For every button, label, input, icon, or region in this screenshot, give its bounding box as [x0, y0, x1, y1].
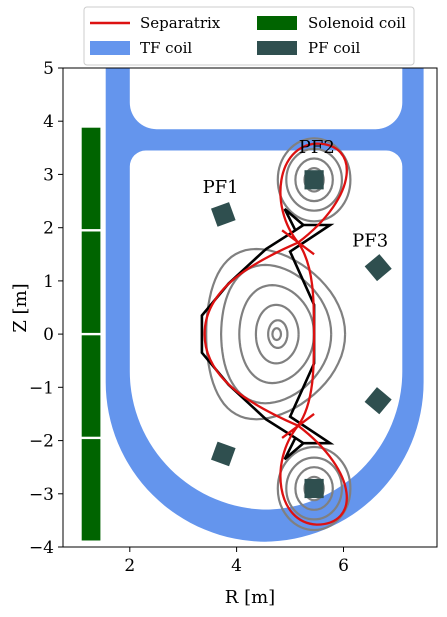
- y-tick-label: 1: [43, 272, 54, 292]
- pf-coil-label: PF1: [203, 177, 239, 198]
- coil-flux-contour: [276, 445, 352, 532]
- solenoid-segment: [81, 127, 101, 230]
- y-tick-label: −1: [29, 378, 54, 398]
- legend-tf-label: TF coil: [140, 39, 192, 57]
- pf-coil: PF1: [203, 177, 239, 227]
- coil-flux-contour: [285, 456, 344, 521]
- x-tick-label: 4: [231, 556, 242, 576]
- pf-coil-label: PF3: [352, 230, 388, 251]
- tf-coil: [105, 68, 424, 542]
- pf-coil-label: PF2: [299, 137, 335, 158]
- legend-solenoid-swatch: [257, 16, 297, 30]
- pf-coil: PF2: [299, 137, 335, 190]
- coil-flux-contour: [294, 466, 334, 511]
- plot-area: PF1 PF2 PF3: [81, 68, 424, 542]
- pf-coil: [304, 478, 324, 499]
- x-tick-label: 2: [124, 556, 135, 576]
- y-tick-label: −3: [29, 485, 54, 505]
- legend-tf-swatch: [90, 41, 130, 55]
- solenoid-coil: [81, 127, 101, 541]
- pf-coil-body: [210, 202, 236, 227]
- y-tick-label: 4: [43, 112, 54, 132]
- axis-ticks: 2 4 6 −4 −3 −2 −1 0 1 2 3 4 5: [29, 59, 349, 576]
- legend-solenoid-label: Solenoid coil: [308, 14, 406, 32]
- pf-coil-body: [304, 478, 324, 499]
- axes-frame: [62, 67, 438, 548]
- coil-flux-contour: [285, 147, 344, 212]
- pf-coil: [210, 441, 236, 467]
- pf-coil-body: [364, 254, 392, 282]
- legend-pf-swatch: [257, 41, 297, 55]
- pf-coils: PF1 PF2 PF3: [203, 137, 392, 499]
- flux-contour: [219, 263, 333, 405]
- legend: Separatrix Solenoid coil TF coil PF coil: [83, 6, 415, 66]
- y-tick-label: −4: [29, 538, 54, 558]
- pf-coil-body: [210, 441, 236, 467]
- y-axis-title: Z [m]: [10, 283, 31, 332]
- y-tick-label: −2: [29, 432, 54, 452]
- magnetic-axis-contour: [271, 327, 283, 342]
- y-tick-label: 3: [43, 165, 54, 185]
- y-tick-label: 2: [43, 219, 54, 239]
- separatrix: [203, 142, 348, 526]
- first-wall: [200, 223, 335, 445]
- first-wall-lower: [283, 437, 305, 461]
- solenoid-segment: [81, 231, 101, 333]
- pf-coil: PF3: [352, 230, 392, 282]
- flux-contour: [267, 319, 289, 349]
- first-wall-upper: [283, 208, 305, 231]
- flux-contour: [238, 283, 316, 385]
- pf-coil-body: [364, 387, 392, 415]
- x-axis-title: R [m]: [225, 587, 275, 608]
- solenoid-segment: [81, 335, 101, 437]
- pf-coil-body: [304, 170, 324, 190]
- coil-flux-contour: [276, 137, 352, 223]
- pf-coil: [364, 387, 392, 415]
- coil-flux-contour: [294, 157, 334, 203]
- y-tick-label: 5: [43, 59, 54, 79]
- flux-contour: [205, 247, 347, 421]
- legend-pf-label: PF coil: [308, 39, 360, 57]
- flux-contour: [254, 303, 300, 365]
- solenoid-segment: [81, 439, 101, 541]
- legend-separatrix-label: Separatrix: [140, 14, 221, 32]
- x-tick-label: 6: [338, 556, 349, 576]
- legend-frame: [83, 6, 415, 66]
- y-tick-label: 0: [43, 325, 54, 345]
